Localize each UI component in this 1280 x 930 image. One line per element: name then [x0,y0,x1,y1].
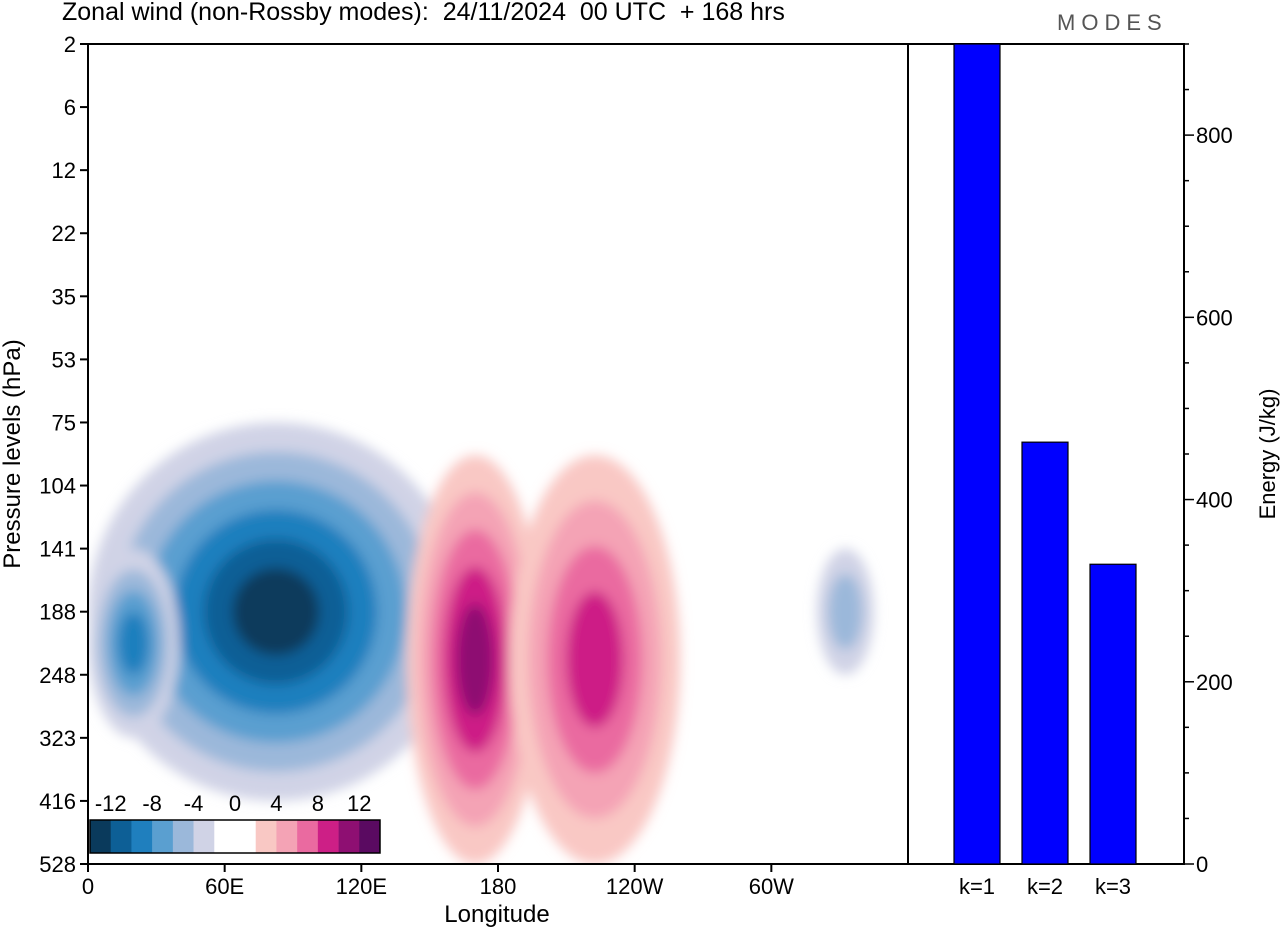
colorbar-swatch [110,820,132,853]
y-tick-label: 2 [64,32,76,57]
colorbar-label: -4 [184,791,204,816]
colorbar-label: 0 [229,791,241,816]
y-tick-label: 104 [39,474,76,499]
x-axis: 0 60E 120E 180 120W 60W [82,864,794,899]
energy-tick-label: 800 [1196,123,1233,148]
y-tick-label: 528 [39,852,76,877]
y-tick-label: 323 [39,726,76,751]
colorbar: -12 -8 -4 0 4 8 12 [89,791,381,854]
energy-bar [953,43,1001,865]
modes-logo: MODES [1057,10,1168,35]
colorbar-swatch [214,820,236,853]
energy-y-axis: 0 200 400 600 800 [1184,43,1233,877]
x-tick-label: 60E [205,874,244,899]
x-tick-label: 0 [82,874,94,899]
energy-tick-label: 0 [1196,852,1208,877]
x-tick-label: 180 [480,874,517,899]
colorbar-swatch [235,820,257,853]
colorbar-swatch [255,820,277,853]
y-tick-label: 35 [52,284,76,309]
y-axis: 2 6 12 22 35 53 75 104 141 188 248 323 416 528 [39,32,88,877]
colorbar-label: 4 [270,791,282,816]
colorbar-swatch [276,820,298,853]
energy-axis-label: Energy (J/kg) [1255,389,1280,520]
y-tick-label: 6 [64,95,76,120]
colorbar-swatch [317,820,339,853]
y-tick-label: 141 [39,537,76,562]
colorbar-swatch [359,820,381,853]
wind-contours [88,422,874,864]
bar-category-label: k=3 [1095,874,1131,899]
bar-category-label: k=1 [959,874,995,899]
energy-bar [1089,563,1137,865]
colorbar-swatch [172,820,194,853]
wind-contour [232,568,320,656]
bar-category-label: k=2 [1027,874,1063,899]
y-tick-label: 75 [52,410,76,435]
y-tick-label: 248 [39,663,76,688]
y-tick-label: 416 [39,789,76,814]
x-axis-label: Longitude [444,901,549,928]
colorbar-swatch [152,820,174,853]
wind-contour [456,603,494,716]
colorbar-swatch [131,820,153,853]
colorbar-label: -8 [142,791,162,816]
heatmap-panel: 0 60E 120E 180 120W 60W 2 6 12 22 35 53 75 104 141 188… [0,32,909,928]
y-tick-label: 22 [52,221,76,246]
wind-contour [566,591,624,728]
x-tick-label: 120W [606,874,664,899]
y-axis-label: Pressure levels (hPa) [0,339,26,568]
x-tick-label: 60W [749,874,794,899]
y-tick-label: 12 [52,158,76,183]
energy-tick-label: 600 [1196,305,1233,330]
wind-contour [118,611,149,675]
energy-tick-label: 400 [1196,488,1233,513]
wind-contour [828,573,863,650]
y-tick-label: 188 [39,600,76,625]
colorbar-label: -12 [95,791,127,816]
y-tick-label: 53 [52,347,76,372]
colorbar-swatch [297,820,319,853]
energy-bars: k=1 k=2 k=3 [953,43,1137,899]
energy-tick-label: 200 [1196,670,1233,695]
x-tick-label: 120E [336,874,387,899]
colorbar-swatch [90,820,112,853]
energy-bar [1021,441,1069,865]
chart-title: Zonal wind (non-Rossby modes): 24/11/202… [62,0,785,26]
energy-panel: k=1 k=2 k=3 0 200 400 600 800 Energy (J/kg) [907,43,1280,899]
colorbar-label: 12 [347,791,371,816]
colorbar-swatch [193,820,215,853]
colorbar-label: 8 [312,791,324,816]
colorbar-swatch [338,820,360,853]
